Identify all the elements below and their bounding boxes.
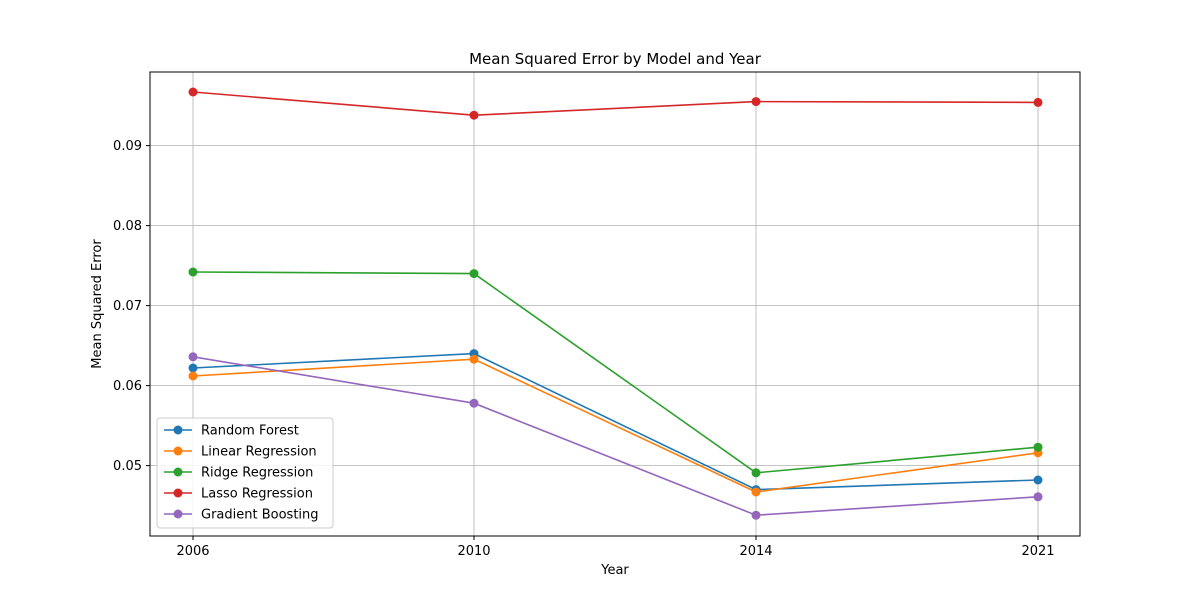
data-point-ridge-regression bbox=[1033, 442, 1043, 452]
legend-marker bbox=[173, 425, 183, 435]
y-tick-label: 0.09 bbox=[113, 139, 142, 154]
data-point-random-forest bbox=[188, 363, 198, 373]
series-line-linear-regression bbox=[192, 358, 1039, 493]
x-axis-title: Year bbox=[600, 563, 629, 578]
legend-label: Ridge Regression bbox=[201, 466, 313, 481]
gridlines bbox=[150, 72, 1080, 536]
legend-entry-linear-regression: Linear Regression bbox=[164, 445, 317, 460]
legend-marker bbox=[173, 446, 183, 456]
legend: Random Forest Linear Regression Ridge Regr… bbox=[156, 417, 334, 529]
legend-marker bbox=[173, 488, 183, 498]
y-tick-label: 0.05 bbox=[113, 459, 142, 474]
legend-marker bbox=[173, 467, 183, 477]
y-tick-label: 0.08 bbox=[113, 219, 142, 234]
series-line-ridge-regression bbox=[192, 271, 1039, 474]
series-ridge-regression bbox=[188, 267, 1043, 478]
axes: 2006 2010 2014 2021 0.05 0.06 0.07 0.08 0.09 bbox=[113, 139, 1055, 559]
data-point-gradient-boosting bbox=[469, 398, 479, 408]
x-tick-label: 2006 bbox=[176, 544, 209, 559]
y-tick-label: 0.06 bbox=[113, 379, 142, 394]
plot-frame bbox=[149, 71, 1081, 537]
data-point-lasso-regression bbox=[751, 97, 761, 107]
series-random-forest bbox=[188, 349, 1043, 495]
data-point-random-forest bbox=[1033, 475, 1043, 485]
data-point-gradient-boosting bbox=[188, 352, 198, 362]
series-line-lasso-regression bbox=[192, 91, 1039, 117]
data-point-gradient-boosting bbox=[1033, 492, 1043, 502]
data-point-ridge-regression bbox=[751, 468, 761, 478]
data-point-lasso-regression bbox=[188, 87, 198, 97]
legend-entry-gradient-boosting: Gradient Boosting bbox=[164, 508, 319, 523]
series-line-random-forest bbox=[192, 352, 1039, 491]
data-point-gradient-boosting bbox=[751, 510, 761, 520]
data-point-ridge-regression bbox=[188, 267, 198, 277]
legend-label: Gradient Boosting bbox=[201, 508, 319, 523]
legend-label: Random Forest bbox=[201, 424, 299, 439]
x-tick-label: 2010 bbox=[457, 544, 490, 559]
data-point-ridge-regression bbox=[469, 269, 479, 279]
series-group bbox=[188, 87, 1043, 520]
series-lasso-regression bbox=[188, 87, 1043, 120]
data-point-lasso-regression bbox=[1033, 97, 1043, 107]
data-point-linear-regression bbox=[751, 487, 761, 497]
data-point-lasso-regression bbox=[469, 110, 479, 120]
legend-entry-lasso-regression: Lasso Regression bbox=[164, 487, 313, 502]
legend-label: Lasso Regression bbox=[201, 487, 313, 502]
legend-box bbox=[156, 417, 334, 529]
series-line-gradient-boosting bbox=[192, 356, 1039, 517]
data-point-linear-regression bbox=[188, 371, 198, 381]
legend-entry-ridge-regression: Ridge Regression bbox=[164, 466, 313, 481]
legend-entry-random-forest: Random Forest bbox=[164, 424, 299, 439]
y-tick-label: 0.07 bbox=[113, 299, 142, 314]
x-tick-label: 2021 bbox=[1021, 544, 1054, 559]
data-point-linear-regression bbox=[469, 354, 479, 364]
series-gradient-boosting bbox=[188, 352, 1043, 520]
legend-marker bbox=[173, 509, 183, 519]
y-axis-title: Mean Squared Error bbox=[90, 239, 105, 369]
x-tick-label: 2014 bbox=[739, 544, 772, 559]
legend-label: Linear Regression bbox=[201, 445, 317, 460]
chart-title: Mean Squared Error by Model and Year bbox=[469, 50, 762, 68]
